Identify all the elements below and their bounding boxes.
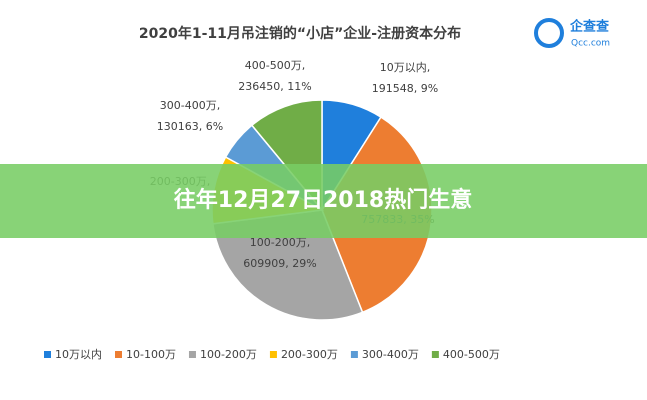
banner	[0, 164, 647, 238]
legend-label: 10-100万	[126, 348, 176, 361]
legend-label: 200-300万	[281, 348, 338, 361]
legend-swatch	[115, 351, 122, 358]
logo-icon	[534, 18, 564, 48]
slice-label: 130163, 6%	[157, 120, 223, 133]
slice-label: 300-400万,	[160, 99, 220, 112]
slice-label: 236450, 11%	[238, 80, 311, 93]
legend-label: 100-200万	[200, 348, 257, 361]
legend-swatch	[44, 351, 51, 358]
legend-swatch	[188, 351, 196, 358]
legend-swatch	[269, 351, 277, 358]
slice-label: 10万以内,	[380, 60, 431, 74]
legend-swatch	[431, 351, 439, 358]
logo: 企查查 Qcc.com	[534, 18, 610, 49]
legend-label: 10万以内	[55, 347, 102, 361]
slice-label: 100-200万,	[250, 236, 310, 249]
legend-label: 400-500万	[443, 348, 500, 361]
legend-label: 300-400万	[362, 348, 419, 361]
legend: 10万以内 10-100万 100-200万 200-300万 300-400万 400-…	[44, 347, 500, 361]
slice-label: 191548, 9%	[372, 82, 438, 95]
logo-name: 企查查	[569, 19, 610, 35]
chart-title: 2020年1-11月吊注销的“小店”企业-注册资本分布	[139, 25, 461, 42]
legend-swatch	[350, 351, 358, 358]
slice-label: 609909, 29%	[243, 257, 316, 270]
logo-url: Qcc.com	[571, 39, 610, 49]
slice-label: 400-500万,	[245, 59, 305, 72]
banner-text: 往年12月27日2018热门生意	[174, 187, 472, 213]
